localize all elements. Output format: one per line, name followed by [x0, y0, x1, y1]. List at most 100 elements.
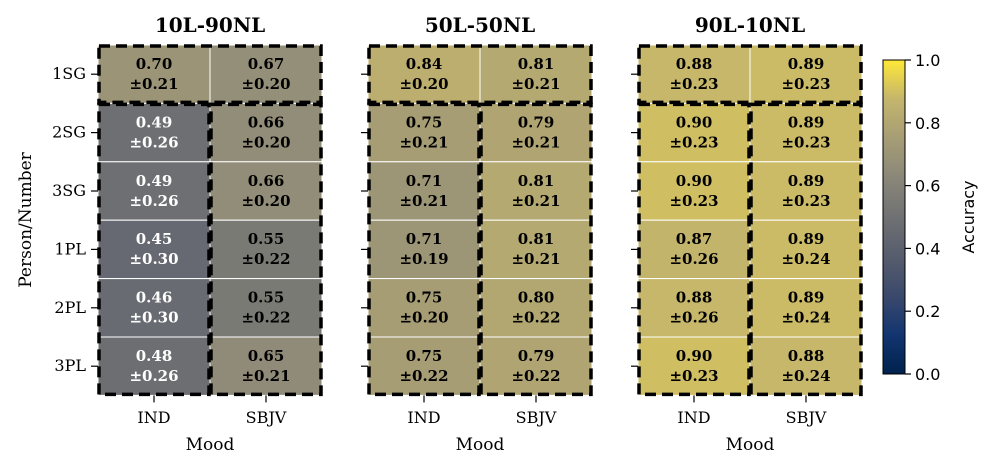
cell-mean-label: 0.46 — [136, 289, 173, 307]
heatmap-cell — [209, 161, 323, 221]
cell-std-label: ±0.21 — [511, 75, 560, 93]
x-axis-label: Mood — [456, 435, 505, 455]
cell-std-label: ±0.22 — [241, 250, 290, 268]
y-tick-label: 2SG — [52, 123, 86, 142]
heatmap-panel: 90L-10NL 0.88 ±0.23 0.89 ±0.23 0.90 ±0.23 0.89 ±… — [631, 13, 863, 455]
heatmap-cell — [209, 336, 323, 396]
cell-mean-label: 0.55 — [248, 289, 285, 307]
heatmap-cell — [97, 161, 211, 221]
cell-std-label: ±0.21 — [511, 192, 560, 210]
heatmap-cell — [479, 44, 593, 104]
highlight-border — [749, 102, 863, 397]
x-axis-label: Mood — [186, 435, 235, 455]
heatmap-cell — [749, 219, 863, 280]
cell-std-label: ±0.26 — [129, 367, 178, 385]
heatmap-cell — [367, 44, 481, 104]
cell-mean-label: 0.89 — [788, 113, 825, 131]
heatmap-cell — [637, 219, 751, 280]
highlight-border — [97, 44, 323, 105]
cell-std-label: ±0.23 — [781, 75, 830, 93]
cell-std-label: ±0.24 — [781, 250, 830, 268]
cell-std-label: ±0.23 — [669, 367, 718, 385]
cell-mean-label: 0.90 — [676, 172, 713, 190]
y-tick-label: 1PL — [54, 239, 86, 258]
cell-std-label: ±0.23 — [781, 192, 830, 210]
panel-title: 10L-90NL — [155, 13, 265, 37]
cell-std-label: ±0.23 — [669, 133, 718, 151]
heatmap-cell — [637, 336, 751, 396]
x-tick-label: IND — [407, 408, 440, 427]
cell-mean-label: 0.89 — [788, 55, 825, 73]
cell-mean-label: 0.75 — [406, 113, 443, 131]
cell-mean-label: 0.66 — [248, 172, 285, 190]
cell-std-label: ±0.24 — [781, 309, 830, 327]
y-tick-label: 2PL — [54, 298, 86, 317]
colorbar-tick-label: 0.2 — [915, 302, 940, 321]
cell-mean-label: 0.75 — [406, 289, 443, 307]
x-tick-label: SBJV — [516, 408, 557, 427]
cell-std-label: ±0.20 — [241, 75, 290, 93]
x-tick-label: SBJV — [786, 408, 827, 427]
y-tick-label: 3SG — [52, 181, 86, 200]
heatmap-cell — [479, 102, 593, 163]
cell-mean-label: 0.67 — [248, 55, 285, 73]
cell-mean-label: 0.79 — [518, 113, 555, 131]
cell-std-label: ±0.22 — [241, 309, 290, 327]
highlight-border — [367, 102, 481, 397]
heatmap-panels: 10L-90NL 0.70 ±0.21 0.67 ±0.20 0.49 ±0.26 0.66 ±… — [52, 13, 863, 455]
highlight-border — [637, 102, 751, 397]
cell-mean-label: 0.49 — [136, 172, 173, 190]
cell-std-label: ±0.19 — [399, 250, 448, 268]
x-tick-label: SBJV — [246, 408, 287, 427]
heatmap-cell — [479, 336, 593, 396]
cell-std-label: ±0.21 — [511, 133, 560, 151]
highlight-border — [479, 102, 593, 397]
cell-mean-label: 0.88 — [788, 347, 825, 365]
colorbar-tick-label: 0.6 — [915, 177, 940, 196]
heatmap-cell — [479, 219, 593, 280]
cell-mean-label: 0.89 — [788, 289, 825, 307]
colorbar-tick-label: 1.0 — [915, 51, 940, 70]
cell-mean-label: 0.66 — [248, 113, 285, 131]
cell-std-label: ±0.22 — [399, 367, 448, 385]
colorbar: 0.0 0.2 0.4 0.6 0.8 1.0 Accuracy — [882, 51, 978, 384]
heatmap-cell — [97, 44, 211, 104]
cell-mean-label: 0.48 — [136, 347, 173, 365]
cell-std-label: ±0.23 — [781, 133, 830, 151]
x-tick-label: IND — [137, 408, 170, 427]
cell-std-label: ±0.30 — [129, 250, 178, 268]
cell-mean-label: 0.55 — [248, 230, 285, 248]
cell-mean-label: 0.71 — [406, 172, 443, 190]
cell-mean-label: 0.87 — [676, 230, 713, 248]
cell-mean-label: 0.45 — [136, 230, 173, 248]
cell-mean-label: 0.81 — [518, 172, 555, 190]
y-tick-label: 1SG — [52, 64, 86, 83]
heatmap-cell — [209, 278, 323, 338]
cell-std-label: ±0.20 — [399, 309, 448, 327]
cell-std-label: ±0.21 — [399, 192, 448, 210]
cell-mean-label: 0.81 — [518, 230, 555, 248]
cell-mean-label: 0.75 — [406, 347, 443, 365]
cell-std-label: ±0.21 — [399, 133, 448, 151]
cell-std-label: ±0.26 — [129, 192, 178, 210]
cell-std-label: ±0.21 — [511, 250, 560, 268]
x-tick-label: IND — [677, 408, 710, 427]
cell-std-label: ±0.26 — [129, 133, 178, 151]
cell-std-label: ±0.26 — [669, 309, 718, 327]
cell-std-label: ±0.30 — [129, 309, 178, 327]
heatmap-cell — [749, 161, 863, 221]
y-axis-label: Person/Number — [16, 151, 36, 287]
cell-std-label: ±0.23 — [669, 75, 718, 93]
cell-mean-label: 0.90 — [676, 347, 713, 365]
cell-mean-label: 0.88 — [676, 289, 713, 307]
colorbar-label: Accuracy — [959, 180, 978, 253]
y-tick-label: 3PL — [54, 356, 86, 375]
cell-mean-label: 0.79 — [518, 347, 555, 365]
colorbar-gradient — [882, 59, 906, 375]
cell-mean-label: 0.90 — [676, 113, 713, 131]
cell-std-label: ±0.22 — [511, 309, 560, 327]
heatmap-cell — [209, 44, 323, 104]
cell-std-label: ±0.22 — [511, 367, 560, 385]
colorbar-tick-label: 0.0 — [915, 365, 940, 384]
colorbar-tick-label: 0.4 — [915, 239, 940, 258]
